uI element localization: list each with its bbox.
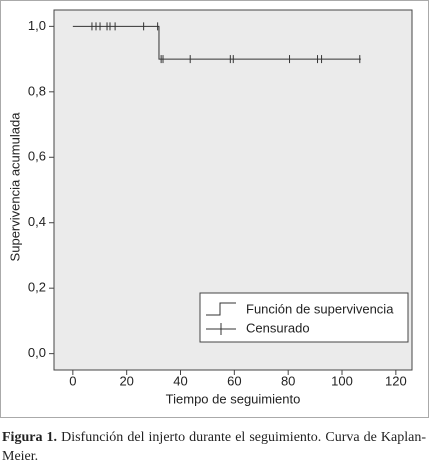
- caption-label: Figura 1.: [2, 430, 58, 445]
- y-tick-label: 0,2: [28, 280, 46, 295]
- x-tick-label: 40: [173, 373, 187, 388]
- x-tick-label: 80: [281, 373, 295, 388]
- x-axis-label: Tiempo de seguimiento: [166, 391, 301, 406]
- chart: Supervivencia acumulada Tiempo de seguim…: [0, 0, 429, 418]
- x-tick-label: 60: [227, 373, 241, 388]
- legend-label: Función de supervivencia: [246, 301, 394, 316]
- legend-label: Censurado: [246, 320, 310, 335]
- x-tick-label: 0: [69, 373, 76, 388]
- legend: [199, 292, 409, 343]
- x-tick-label: 100: [331, 373, 353, 388]
- y-tick-label: 0,8: [28, 83, 46, 98]
- x-tick-label: 20: [119, 373, 133, 388]
- y-tick-label: 0,6: [28, 149, 46, 164]
- y-tick-label: 0,4: [28, 214, 46, 229]
- y-tick-label: 0,0: [28, 345, 46, 360]
- y-axis-label: Supervivencia acumulada: [7, 112, 22, 262]
- survival-curve: [72, 25, 361, 60]
- caption: Figura 1. Disfunción del injerto durante…: [2, 428, 426, 466]
- legend-icon: [206, 302, 236, 316]
- y-tick-label: 1,0: [28, 18, 46, 33]
- caption-text: Disfunción del injerto durante el seguim…: [2, 430, 427, 464]
- x-tick-label: 120: [385, 373, 407, 388]
